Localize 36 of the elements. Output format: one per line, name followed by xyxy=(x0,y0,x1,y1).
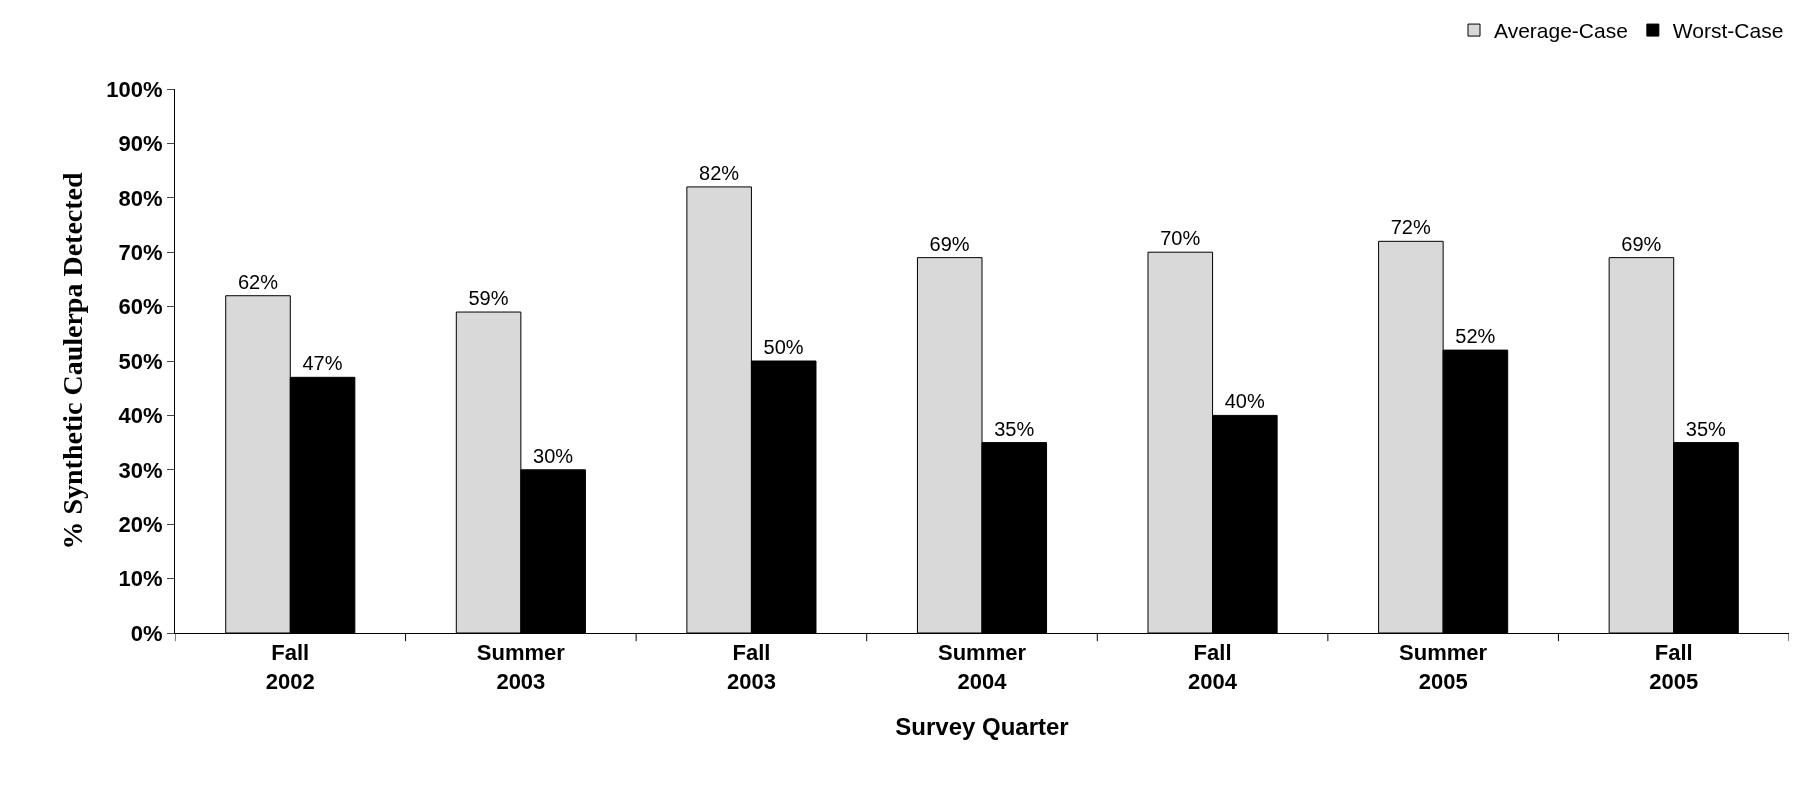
x-tick-label: Summer 2004 xyxy=(937,640,1027,694)
y-tick-label: 30% xyxy=(118,457,163,483)
y-tick-label: 80% xyxy=(118,185,163,211)
data-label: 40% xyxy=(1224,390,1265,413)
legend-label: Average-Case xyxy=(1494,19,1628,43)
data-label: 30% xyxy=(533,444,574,467)
data-label: 59% xyxy=(468,287,509,310)
y-tick-label: 50% xyxy=(118,348,163,374)
data-label: 70% xyxy=(1160,227,1201,250)
x-tick-label: Fall 2004 xyxy=(1188,640,1238,694)
x-tick-label: Fall 2005 xyxy=(1649,640,1699,694)
y-tick-label: 90% xyxy=(118,131,163,157)
y-tick-label: 40% xyxy=(118,403,163,429)
legend-label: Worst-Case xyxy=(1672,19,1784,43)
x-tick-label: Fall 2002 xyxy=(265,640,315,694)
y-tick-label: 70% xyxy=(118,239,163,265)
y-tick-label: 100% xyxy=(106,76,163,102)
data-label: 69% xyxy=(1621,232,1662,255)
data-label: 35% xyxy=(994,417,1035,440)
y-tick-label: 20% xyxy=(118,511,163,537)
y-tick-label: 10% xyxy=(118,566,163,592)
x-tick-label: Summer 2003 xyxy=(476,640,566,694)
data-label: 52% xyxy=(1455,325,1496,348)
data-label: 72% xyxy=(1390,216,1431,239)
y-tick-label: 0% xyxy=(130,620,163,646)
data-label: 62% xyxy=(237,270,279,293)
data-label: 47% xyxy=(302,352,343,375)
data-label: 35% xyxy=(1685,417,1727,440)
x-tick-label: Fall 2003 xyxy=(726,640,776,694)
data-label: 50% xyxy=(763,336,804,358)
y-axis-title: % Synthetic Caulerpa Detected xyxy=(57,172,89,550)
data-label: 69% xyxy=(929,232,970,255)
x-axis-title: Survey Quarter xyxy=(895,713,1069,741)
x-tick-label: Summer 2005 xyxy=(1399,640,1488,694)
y-tick-label: 60% xyxy=(118,294,163,320)
data-label: 82% xyxy=(699,161,740,184)
